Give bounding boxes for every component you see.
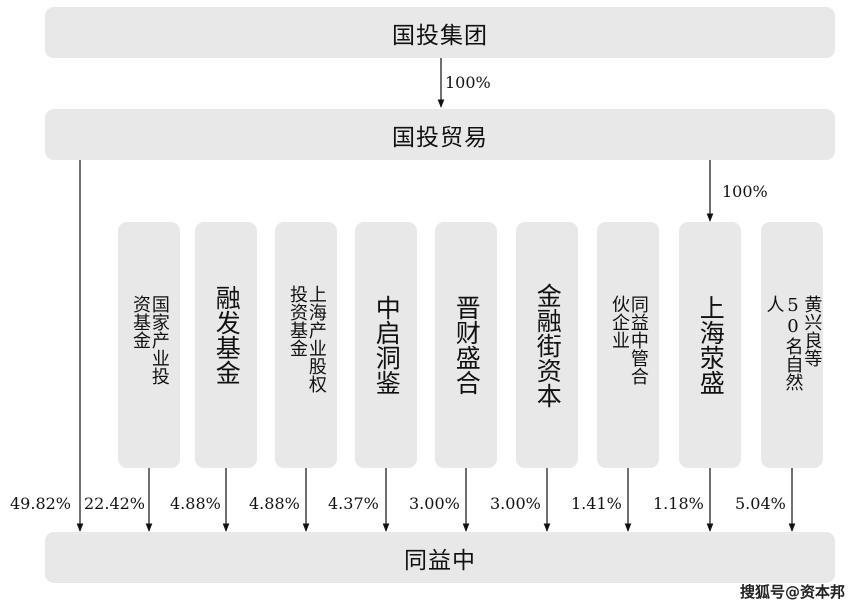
holder-name-2: 上海产业股权投资基金 bbox=[287, 285, 327, 393]
holder-node-1: 融发基金 bbox=[195, 222, 257, 468]
node-mid-label: 国投贸易 bbox=[392, 124, 488, 151]
holder-name-4: 晋财盛合 bbox=[452, 295, 482, 395]
node-mid-parent: 国投贸易 bbox=[45, 109, 835, 160]
edge-shanghai-label: 100% bbox=[722, 182, 768, 201]
holder-pct-1: 4.88% bbox=[170, 494, 221, 513]
watermark: 搜狐号@资本邦 bbox=[739, 583, 845, 601]
holder-name-8: 黄兴良等50名自然人 bbox=[763, 295, 823, 391]
holder-node-4: 晋财盛合 bbox=[435, 222, 497, 468]
direct-pct-label: 49.82% bbox=[10, 494, 72, 513]
holder-name-0: 国家产业投资基金 bbox=[130, 295, 170, 385]
holder-pct-3: 4.37% bbox=[328, 494, 379, 513]
holder-node-7: 上海荥盛 bbox=[679, 222, 741, 468]
holder-name-3: 中启洞鉴 bbox=[372, 295, 402, 395]
node-top-parent: 国投集团 bbox=[45, 7, 835, 58]
holder-pct-7: 1.18% bbox=[653, 494, 704, 513]
holder-node-3: 中启洞鉴 bbox=[355, 222, 417, 468]
holder-pct-8: 5.04% bbox=[735, 494, 786, 513]
node-target: 同益中 bbox=[45, 532, 835, 583]
holder-pct-0: 22.42% bbox=[84, 494, 146, 513]
holder-pct-4: 3.00% bbox=[409, 494, 460, 513]
holder-node-5: 金融街资本 bbox=[516, 222, 578, 468]
holder-name-6: 同益中管合伙企业 bbox=[609, 295, 649, 385]
holder-pct-5: 3.00% bbox=[490, 494, 541, 513]
holder-node-2: 上海产业股权投资基金 bbox=[275, 222, 337, 468]
holder-name-5: 金融街资本 bbox=[533, 282, 563, 408]
holder-node-6: 同益中管合伙企业 bbox=[597, 222, 659, 468]
holder-pct-2: 4.88% bbox=[249, 494, 300, 513]
node-top-label: 国投集团 bbox=[392, 22, 488, 49]
holder-node-0: 国家产业投资基金 bbox=[118, 222, 180, 468]
edge-top-label: 100% bbox=[445, 73, 491, 92]
holder-pct-6: 1.41% bbox=[571, 494, 622, 513]
holder-name-7: 上海荥盛 bbox=[696, 295, 726, 395]
holder-name-1: 融发基金 bbox=[212, 285, 242, 385]
holder-node-8: 黄兴良等50名自然人 bbox=[761, 222, 823, 468]
node-target-label: 同益中 bbox=[404, 547, 476, 574]
